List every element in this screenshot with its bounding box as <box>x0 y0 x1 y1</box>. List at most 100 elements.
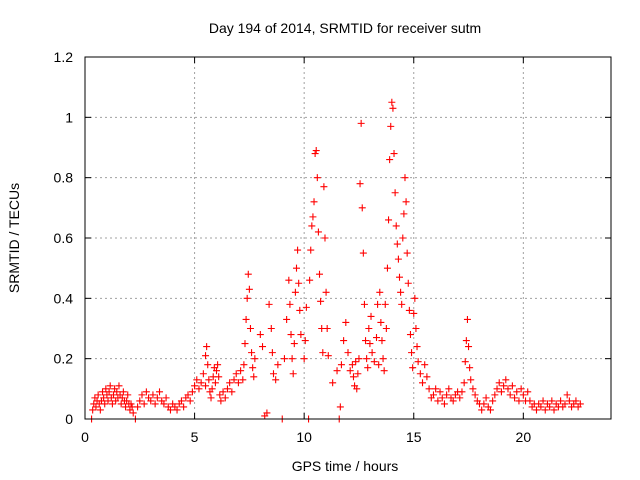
data-point <box>147 397 155 405</box>
data-point <box>385 216 393 224</box>
data-point <box>449 397 457 405</box>
data-point <box>393 240 401 248</box>
data-point <box>497 388 505 396</box>
data-point <box>379 355 387 363</box>
data-point <box>100 394 108 402</box>
data-point <box>348 361 356 369</box>
data-point <box>214 361 222 369</box>
data-point <box>243 294 251 302</box>
data-point <box>312 147 320 155</box>
data-point <box>226 379 234 387</box>
data-point <box>204 361 212 369</box>
data-point <box>213 367 220 375</box>
data-point <box>113 388 121 396</box>
data-point <box>184 391 192 399</box>
data-point <box>295 279 303 287</box>
data-point <box>467 376 475 384</box>
data-point <box>502 376 510 384</box>
data-point <box>352 358 360 366</box>
data-point <box>372 334 380 342</box>
data-point <box>402 198 410 206</box>
data-point <box>429 391 437 399</box>
data-point <box>390 150 398 158</box>
data-point <box>480 400 488 408</box>
data-point <box>432 385 440 393</box>
data-point <box>117 400 125 408</box>
data-point <box>310 198 318 206</box>
data-point <box>374 300 382 308</box>
y-tick-label: 0.4 <box>54 290 74 306</box>
data-point <box>340 337 348 345</box>
data-point <box>321 234 329 242</box>
data-point <box>491 391 499 399</box>
data-point <box>156 388 164 396</box>
data-point <box>368 349 376 357</box>
data-point <box>550 406 558 414</box>
data-point <box>291 288 299 296</box>
data-point <box>166 406 174 414</box>
data-point <box>353 385 361 393</box>
x-axis-label: GPS time / hours <box>292 458 399 474</box>
data-point <box>142 388 150 396</box>
data-point <box>440 400 448 408</box>
data-point <box>443 391 451 399</box>
data-point <box>127 400 135 408</box>
data-point <box>344 349 352 357</box>
x-tick-label: 20 <box>516 429 532 445</box>
data-point <box>197 379 205 387</box>
data-point <box>394 255 402 263</box>
data-point <box>140 400 148 408</box>
data-point <box>122 403 130 411</box>
data-point <box>375 361 383 369</box>
data-point <box>557 397 565 405</box>
data-point <box>188 388 196 396</box>
data-point <box>267 325 275 332</box>
data-point <box>391 189 399 197</box>
data-point <box>386 156 394 164</box>
data-point <box>412 325 420 332</box>
data-point <box>506 391 514 399</box>
data-point <box>216 391 224 399</box>
data-point <box>377 318 385 326</box>
data-point <box>129 409 137 417</box>
data-point <box>478 406 486 414</box>
data-point <box>160 400 168 408</box>
data-point <box>565 397 573 405</box>
data-point <box>246 325 254 332</box>
data-point <box>358 204 366 212</box>
data-point <box>308 222 316 230</box>
data-point <box>208 385 216 393</box>
data-point <box>324 352 332 360</box>
data-point <box>495 379 503 387</box>
data-point <box>274 361 282 369</box>
data-point <box>316 270 324 278</box>
data-point <box>109 391 117 399</box>
data-point <box>272 376 280 384</box>
data-point <box>378 337 386 345</box>
data-point <box>207 394 215 402</box>
data-point <box>425 385 433 393</box>
data-point <box>249 364 257 372</box>
data-point <box>302 303 310 311</box>
data-point <box>357 119 365 127</box>
data-point <box>287 331 295 339</box>
data-point <box>89 406 97 414</box>
data-point <box>349 373 357 381</box>
data-point <box>239 376 247 384</box>
data-point <box>300 355 308 363</box>
data-point <box>362 337 370 345</box>
data-point <box>519 391 527 399</box>
data-point <box>387 122 395 130</box>
data-point <box>309 213 317 221</box>
data-point <box>191 382 199 390</box>
data-point <box>283 315 291 323</box>
data-point <box>245 285 253 293</box>
data-point <box>438 394 446 402</box>
data-point <box>101 400 109 408</box>
data-point <box>265 300 273 308</box>
data-point <box>186 397 194 405</box>
data-point <box>138 391 146 399</box>
data-point <box>466 364 474 372</box>
